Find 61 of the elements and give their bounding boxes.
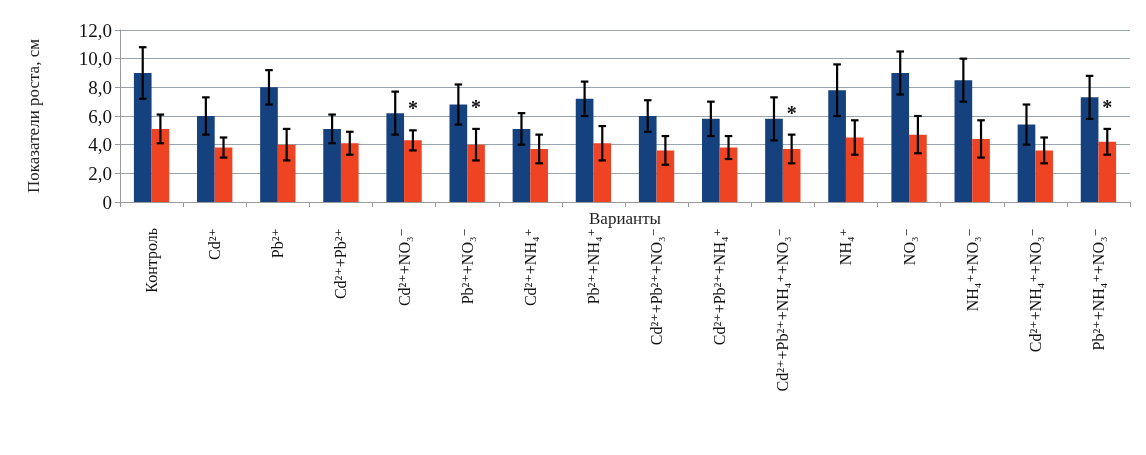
x-tick-label: Контроль <box>143 228 162 293</box>
y-tick-label: 0 <box>102 191 112 213</box>
bar <box>197 116 215 202</box>
x-tick-label: Pb²⁺+NH₄⁺+NO₃⁻ <box>1089 228 1107 351</box>
annotation: * <box>786 101 797 124</box>
bar <box>719 147 738 202</box>
x-tick-label: Cd²⁺+NH₄⁺+NO₃⁻ <box>1026 228 1044 353</box>
x-tick-label: Cd²⁺+Pb²⁺ <box>332 228 350 300</box>
bar <box>323 128 341 202</box>
bar <box>277 144 296 202</box>
bar <box>782 148 801 202</box>
bar <box>891 73 910 202</box>
bar <box>151 128 170 202</box>
annotation: * <box>1102 95 1113 118</box>
bar <box>1080 97 1099 202</box>
x-tick-label: Cd²⁺+NH₄⁺ <box>521 228 539 307</box>
x-tick-label: Cd²⁺ <box>206 228 224 260</box>
bar <box>845 137 864 202</box>
bar <box>260 87 278 202</box>
x-tick-label: Cd²⁺+Pb²⁺+NH₄⁺ <box>711 228 729 346</box>
bar <box>340 143 359 202</box>
x-tick-label: NO₃⁻ <box>900 228 918 266</box>
x-tick-label: Cd²⁺+Pb²⁺+NH₄⁺+NO₃⁻ <box>774 228 792 392</box>
bar <box>765 118 783 202</box>
annotation: * <box>471 95 482 118</box>
annotation: * <box>407 97 418 120</box>
bar <box>702 118 720 202</box>
bar <box>575 98 594 202</box>
bar <box>449 104 468 202</box>
bar <box>1098 141 1117 202</box>
y-tick-label: 6,0 <box>88 105 112 127</box>
y-axis-title: Показатели роста, см <box>24 38 43 193</box>
bar <box>656 150 675 202</box>
y-tick-label: 8,0 <box>88 76 112 98</box>
bar <box>404 140 422 202</box>
bar <box>954 80 973 202</box>
bar <box>972 138 990 202</box>
bar <box>530 148 548 202</box>
y-tick-label: 10,0 <box>78 48 112 70</box>
x-tick-label: Pb²⁺+NO₃⁻ <box>458 228 476 305</box>
bar <box>1017 124 1036 202</box>
bar <box>828 90 846 202</box>
x-tick-label: Cd²⁺+NO₃⁻ <box>395 228 413 307</box>
bar <box>593 143 612 202</box>
y-tick-label: 4,0 <box>88 134 112 156</box>
bar <box>512 128 531 202</box>
y-tick-label: 2,0 <box>88 162 112 184</box>
x-tick-label: Pb²⁺ <box>269 228 287 259</box>
bar <box>909 134 927 202</box>
bar <box>214 147 233 202</box>
x-tick-label: NH₄⁺ <box>837 228 855 266</box>
bar <box>386 113 405 202</box>
bar <box>638 116 657 202</box>
x-tick-label: Cd²⁺+Pb²⁺+NO₃⁻ <box>648 228 666 346</box>
x-tick-label: Pb²⁺+NH₄⁺ <box>584 228 602 305</box>
bar <box>133 73 152 202</box>
bar <box>467 144 485 202</box>
bar <box>1035 150 1053 202</box>
x-axis-title: Варианты <box>589 209 662 228</box>
x-tick-label: NH₄⁺+NO₃⁻ <box>963 228 981 312</box>
y-tick-label: 12,0 <box>78 19 112 41</box>
